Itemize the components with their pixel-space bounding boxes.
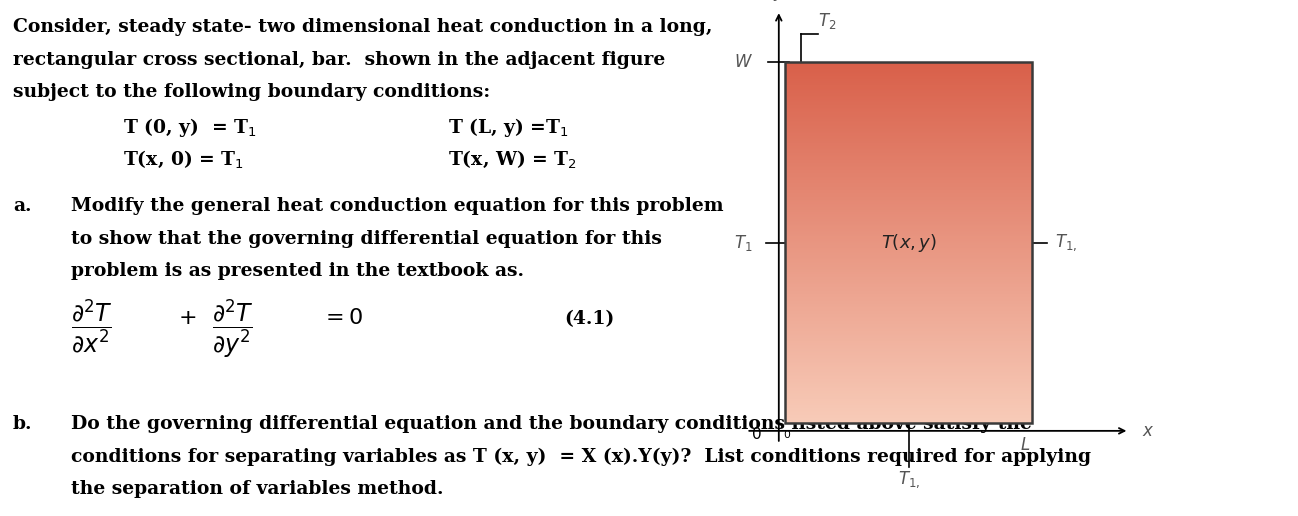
Text: T(x, W) = T$_2$: T(x, W) = T$_2$: [448, 148, 576, 170]
Text: Consider, steady state- two dimensional heat conduction in a long,: Consider, steady state- two dimensional …: [13, 18, 713, 36]
Text: T (L, y) =T$_1$: T (L, y) =T$_1$: [448, 116, 569, 139]
Text: $= 0$: $= 0$: [321, 308, 362, 328]
Text: subject to the following boundary conditions:: subject to the following boundary condit…: [13, 83, 491, 101]
Text: Do the governing differential equation and the boundary conditions listed above : Do the governing differential equation a…: [71, 415, 1032, 433]
Text: $T_{1,}$: $T_{1,}$: [897, 470, 920, 490]
Text: $T_1$: $T_1$: [735, 233, 753, 252]
Text: $T_2$: $T_2$: [818, 11, 836, 31]
Text: T(x, 0) = T$_1$: T(x, 0) = T$_1$: [123, 148, 244, 170]
Text: $0$: $0$: [752, 426, 762, 442]
Text: $L$: $L$: [1020, 436, 1031, 454]
Text: rectangular cross sectional, bar.  shown in the adjacent figure: rectangular cross sectional, bar. shown …: [13, 51, 666, 69]
Text: conditions for separating variables as T (x, y)  = X (x).Y(y)?  List conditions : conditions for separating variables as T…: [71, 448, 1092, 466]
Text: $_0$: $_0$: [783, 426, 790, 441]
Text: problem is as presented in the textbook as.: problem is as presented in the textbook …: [71, 262, 524, 280]
Text: $T(x, y)$: $T(x, y)$: [880, 232, 937, 253]
Text: $T_{1,}$: $T_{1,}$: [1055, 232, 1077, 253]
Text: $\dfrac{\partial^2 T}{\partial x^2}$: $\dfrac{\partial^2 T}{\partial x^2}$: [71, 297, 113, 355]
Text: $y$: $y$: [772, 0, 785, 3]
Text: to show that the governing differential equation for this: to show that the governing differential …: [71, 230, 662, 248]
Text: (4.1): (4.1): [565, 310, 615, 328]
Text: Modify the general heat conduction equation for this problem: Modify the general heat conduction equat…: [71, 197, 724, 215]
Text: $W$: $W$: [733, 53, 753, 71]
Text: the separation of variables method.: the separation of variables method.: [71, 480, 444, 498]
Text: $x$: $x$: [1142, 422, 1155, 440]
Text: a.: a.: [13, 197, 31, 215]
Text: $+$: $+$: [178, 308, 196, 328]
Text: T (0, y)  = T$_1$: T (0, y) = T$_1$: [123, 116, 257, 139]
Text: b.: b.: [13, 415, 32, 433]
Text: $\dfrac{\partial^2 T}{\partial y^2}$: $\dfrac{\partial^2 T}{\partial y^2}$: [212, 297, 253, 360]
